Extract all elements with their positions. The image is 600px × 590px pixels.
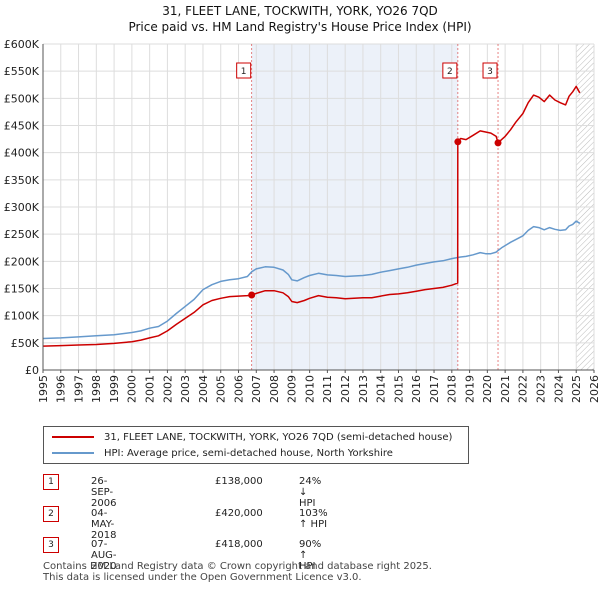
annotation-label: 1: [241, 67, 247, 77]
y-tick-label: £500K: [4, 92, 40, 105]
annotation-label: 2: [447, 67, 453, 77]
transaction-hpi: 24% ↓ HPI: [299, 476, 322, 509]
legend-swatch-hpi: [52, 452, 94, 454]
hpi-line: [42, 220, 581, 340]
transaction-number: 2: [43, 506, 59, 522]
legend-label-hpi: HPI: Average price, semi-detached house,…: [104, 447, 393, 459]
transaction-date: 07-AUG-2020: [91, 539, 117, 572]
y-tick-label: £50K: [11, 337, 40, 350]
y-tick-label: £450K: [4, 120, 40, 133]
legend-label-property: 31, FLEET LANE, TOCKWITH, YORK, YO26 7QD…: [104, 431, 453, 443]
y-tick-label: £0: [25, 364, 39, 377]
transaction-hpi: 103% ↑ HPI: [299, 508, 328, 530]
y-tick-label: £200K: [4, 255, 40, 268]
y-tick-label: £100K: [4, 310, 40, 323]
x-tick-label: 2013: [357, 375, 370, 403]
y-tick-label: £600K: [4, 38, 40, 51]
transaction-number: 1: [43, 474, 59, 490]
legend-item-property: 31, FLEET LANE, TOCKWITH, YORK, YO26 7QD…: [52, 429, 452, 445]
x-tick-label: 2021: [499, 375, 512, 403]
x-tick-label: 2015: [392, 375, 405, 403]
sale-point: [248, 291, 256, 299]
x-tick-label: 2010: [303, 375, 316, 403]
x-tick-label: 2012: [339, 375, 352, 403]
x-tick-label: 1995: [37, 375, 50, 403]
y-tick-label: £150K: [4, 283, 40, 296]
x-tick-label: 2004: [197, 375, 210, 403]
annotation-box: [442, 62, 458, 79]
transaction-date: 04-MAY-2018: [91, 508, 117, 541]
y-tick-label: £550K: [4, 65, 40, 78]
x-tick-label: 2014: [375, 375, 388, 403]
x-tick-label: 2026: [588, 375, 600, 403]
chart-legend: 31, FLEET LANE, TOCKWITH, YORK, YO26 7QD…: [43, 426, 469, 464]
price-chart: 1 2 3 £0 £50K £100K £150K £200K £250K £300K £350K £…: [4, 38, 600, 403]
x-tick-label: 2018: [446, 375, 459, 403]
annotation-box: [482, 62, 498, 79]
x-tick-label: 2001: [143, 375, 156, 403]
transaction-price: £420,000: [215, 508, 263, 519]
sale-point: [494, 139, 502, 147]
chart-title: 31, FLEET LANE, TOCKWITH, YORK, YO26 7QD: [162, 4, 438, 18]
x-tick-label: 2002: [161, 375, 174, 403]
x-tick-label: 1996: [55, 375, 68, 403]
x-tick-label: 2024: [552, 375, 565, 403]
transaction-date: 26-SEP-2006: [91, 476, 117, 509]
x-tick-label: 1999: [108, 375, 121, 403]
x-tick-label: 2023: [535, 375, 548, 403]
footer: Contains HM Land Registry data © Crown c…: [43, 561, 432, 583]
y-tick-label: £350K: [4, 174, 40, 187]
footer-copyright: Contains HM Land Registry data © Crown c…: [43, 561, 432, 572]
x-tick-label: 2016: [410, 375, 423, 403]
x-tick-label: 1997: [72, 375, 85, 403]
footer-license: This data is licensed under the Open Gov…: [43, 572, 362, 583]
x-tick-label: 2003: [179, 375, 192, 403]
y-tick-label: £300K: [4, 201, 40, 214]
sale-point: [454, 138, 462, 146]
x-tick-label: 2019: [463, 375, 476, 403]
transaction-price: £138,000: [215, 476, 263, 487]
x-tick-label: 2022: [517, 375, 530, 403]
x-tick-label: 2008: [268, 375, 281, 403]
legend-item-hpi: HPI: Average price, semi-detached house,…: [52, 445, 393, 461]
y-tick-label: £400K: [4, 147, 40, 160]
x-tick-label: 1998: [90, 375, 103, 403]
property-price-line: [42, 85, 581, 347]
x-tick-label: 2000: [126, 375, 139, 403]
annotation-label: 3: [487, 67, 493, 77]
x-tick-label: 2020: [481, 375, 494, 403]
x-tick-label: 2009: [286, 375, 299, 403]
transaction-price: £418,000: [215, 539, 263, 550]
x-tick-label: 2025: [570, 375, 583, 403]
y-tick-label: £250K: [4, 228, 40, 241]
x-tick-label: 2005: [215, 375, 228, 403]
annotation-box: [236, 62, 252, 79]
x-tick-label: 2017: [428, 375, 441, 403]
x-tick-label: 2006: [232, 375, 245, 403]
transaction-hpi: 90% ↑ HPI: [299, 539, 322, 572]
transaction-number: 3: [43, 537, 59, 553]
x-tick-label: 2011: [321, 375, 334, 403]
legend-swatch-property: [52, 436, 94, 438]
x-tick-label: 2007: [250, 375, 263, 403]
chart-subtitle: Price paid vs. HM Land Registry's House …: [128, 20, 472, 34]
